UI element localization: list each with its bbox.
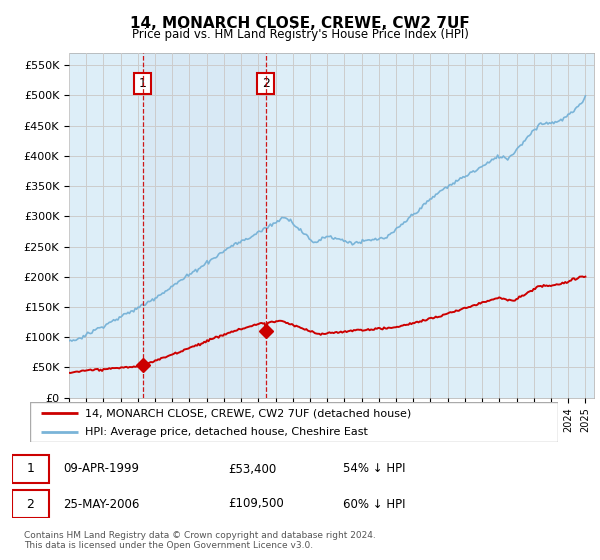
Text: HPI: Average price, detached house, Cheshire East: HPI: Average price, detached house, Ches…: [85, 427, 368, 437]
Text: 14, MONARCH CLOSE, CREWE, CW2 7UF (detached house): 14, MONARCH CLOSE, CREWE, CW2 7UF (detac…: [85, 408, 412, 418]
Text: 25-MAY-2006: 25-MAY-2006: [64, 497, 140, 511]
Text: 60% ↓ HPI: 60% ↓ HPI: [343, 497, 405, 511]
FancyBboxPatch shape: [12, 455, 49, 483]
Text: Price paid vs. HM Land Registry's House Price Index (HPI): Price paid vs. HM Land Registry's House …: [131, 28, 469, 41]
Text: £109,500: £109,500: [229, 497, 284, 511]
Text: 1: 1: [139, 77, 146, 90]
Text: 14, MONARCH CLOSE, CREWE, CW2 7UF: 14, MONARCH CLOSE, CREWE, CW2 7UF: [130, 16, 470, 31]
Text: 09-APR-1999: 09-APR-1999: [64, 463, 139, 475]
Text: Contains HM Land Registry data © Crown copyright and database right 2024.
This d: Contains HM Land Registry data © Crown c…: [24, 531, 376, 550]
Text: 2: 2: [26, 497, 34, 511]
Text: 54% ↓ HPI: 54% ↓ HPI: [343, 463, 405, 475]
Text: 1: 1: [26, 463, 34, 475]
Text: 2: 2: [262, 77, 269, 90]
Text: £53,400: £53,400: [229, 463, 277, 475]
FancyBboxPatch shape: [30, 402, 558, 442]
Bar: [143, 53, 266, 398]
FancyBboxPatch shape: [12, 491, 49, 517]
